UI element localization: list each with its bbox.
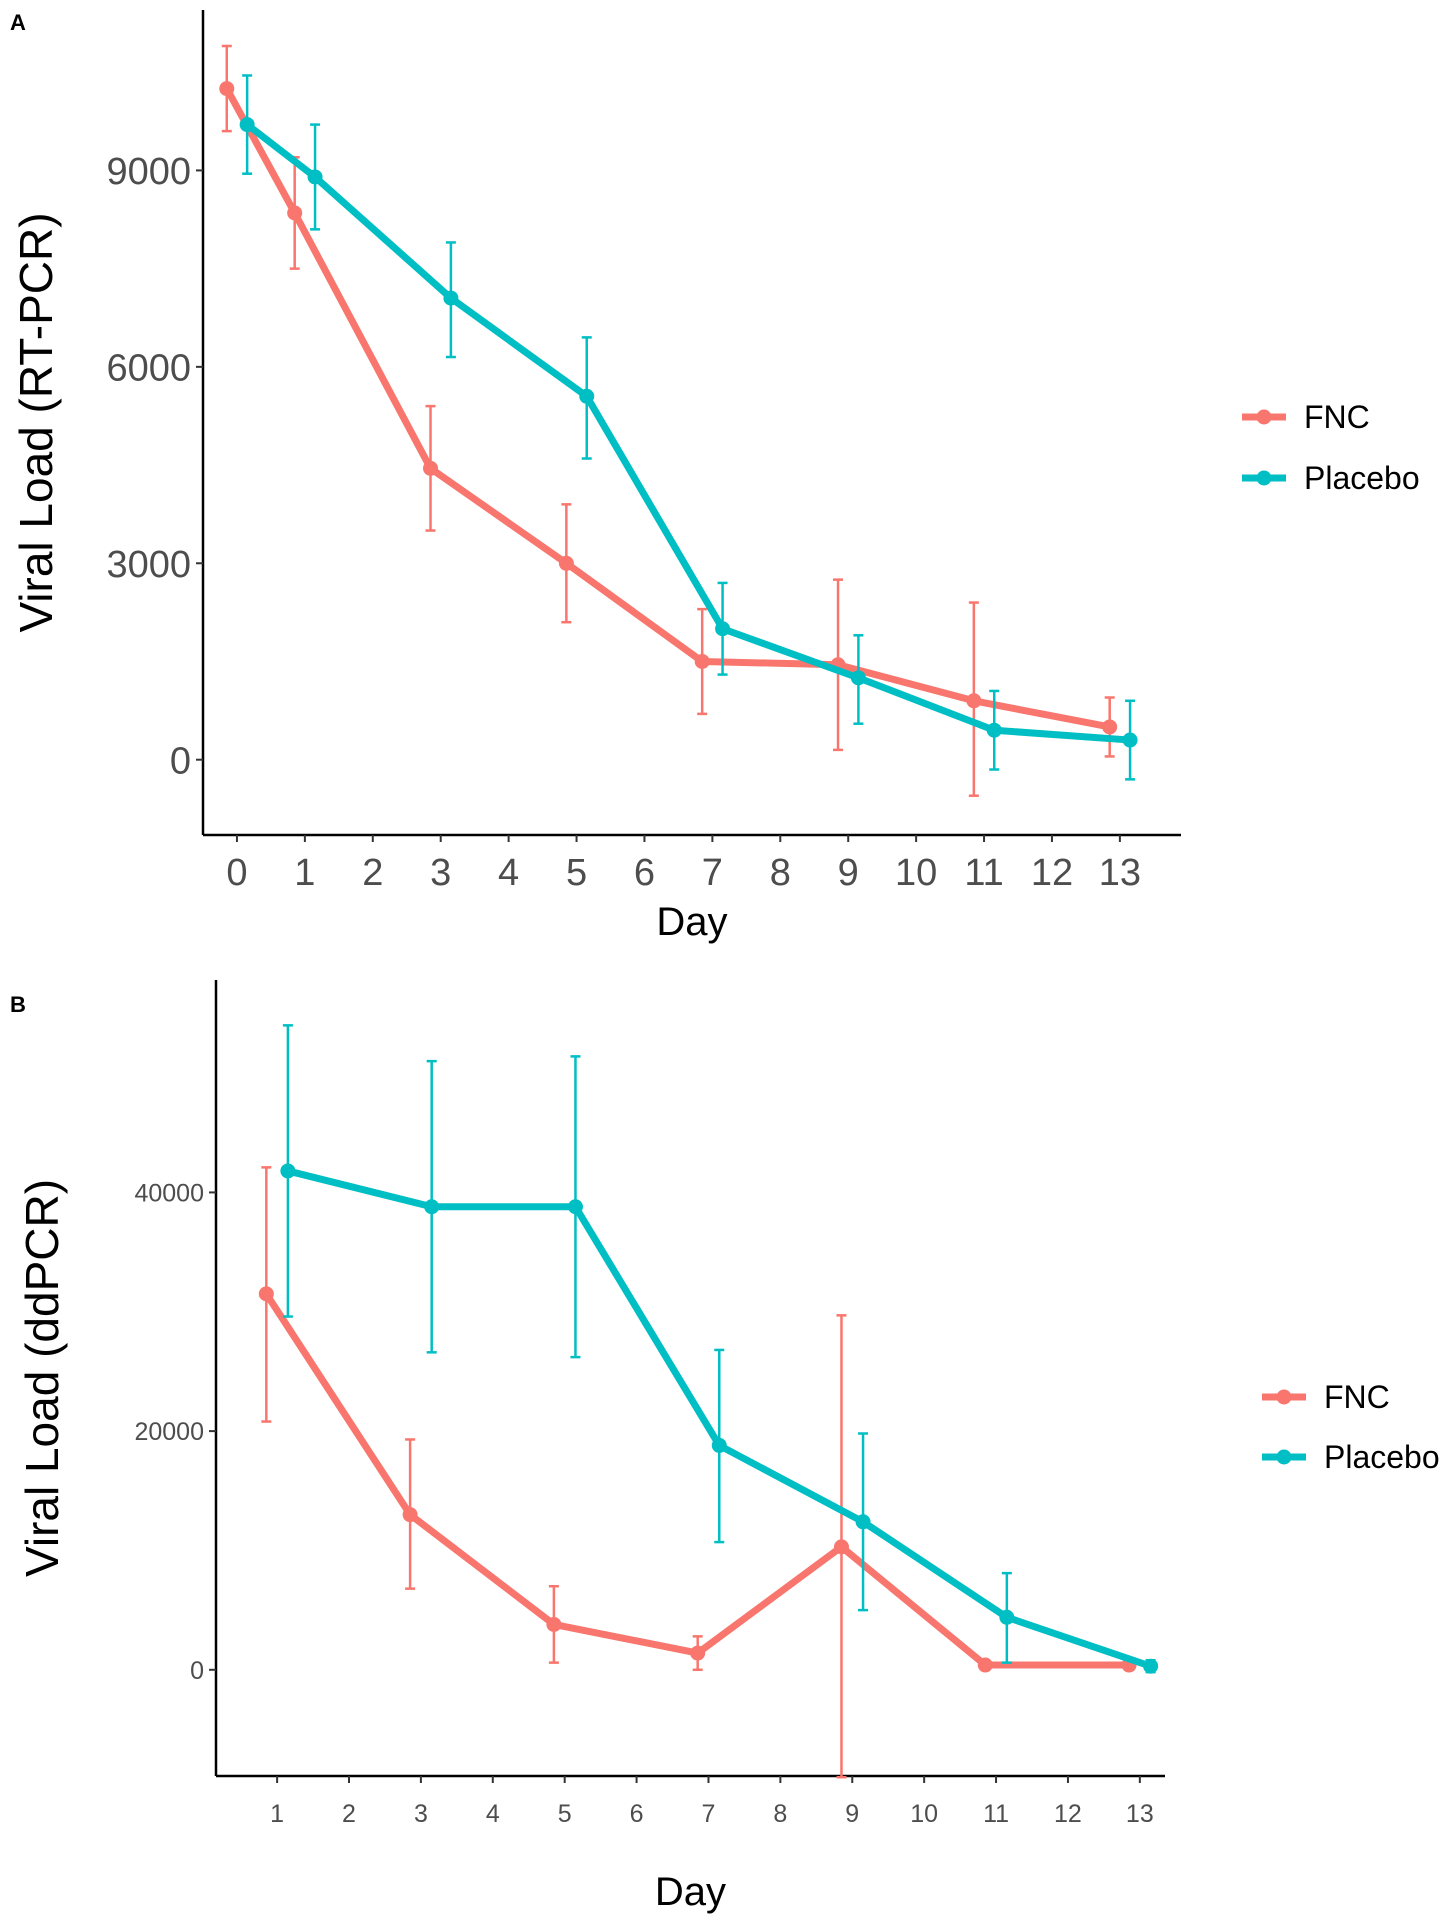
data-point — [1122, 732, 1138, 748]
y-tick-label: 20000 — [134, 1418, 204, 1446]
x-tick-label: 5 — [558, 1800, 572, 1828]
data-point — [711, 1437, 727, 1453]
x-tick-label: 11 — [964, 852, 1003, 894]
data-point — [402, 1507, 418, 1523]
x-axis-title: Day — [655, 1870, 726, 1914]
y-axis-title: Viral Load (RT-PCR) — [10, 212, 62, 632]
data-point — [239, 117, 255, 133]
data-point — [558, 555, 574, 571]
series-placebo — [280, 1024, 1159, 1674]
legend-label: Placebo — [1324, 1439, 1440, 1475]
x-tick-label: 4 — [498, 852, 519, 894]
data-point — [833, 1539, 849, 1555]
x-tick-label: 9 — [838, 852, 859, 894]
data-point — [280, 1163, 296, 1179]
legend-label: FNC — [1324, 1379, 1390, 1415]
x-tick-label: 5 — [566, 852, 587, 894]
legend-item-placebo: Placebo — [1242, 460, 1420, 496]
data-point — [966, 693, 982, 709]
x-tick-label: 0 — [226, 852, 247, 894]
data-point — [850, 670, 866, 686]
data-point — [443, 290, 459, 306]
y-tick-label: 0 — [170, 740, 191, 782]
data-point — [715, 621, 731, 637]
series-line — [245, 121, 1131, 744]
data-point — [855, 1514, 871, 1530]
x-tick-label: 7 — [702, 852, 723, 894]
x-tick-label: 3 — [430, 852, 451, 894]
x-tick-label: 11 — [983, 1800, 1009, 1828]
x-tick-label: 1 — [294, 852, 315, 894]
data-point — [258, 1286, 274, 1302]
x-tick-label: 13 — [1126, 1800, 1154, 1828]
x-tick-label: 7 — [702, 1800, 716, 1828]
y-tick-label: 6000 — [106, 348, 191, 390]
data-point — [1143, 1658, 1159, 1674]
data-point — [219, 81, 235, 97]
data-point — [999, 1609, 1015, 1625]
x-tick-label: 8 — [770, 852, 791, 894]
legend-item-fnc: FNC — [1262, 1379, 1390, 1415]
legend-item-fnc: FNC — [1242, 399, 1370, 435]
x-tick-label: 10 — [895, 852, 937, 894]
series-line — [223, 86, 1111, 731]
data-point — [977, 1657, 993, 1673]
legend-key-point — [1276, 1449, 1292, 1465]
y-tick-label: 9000 — [106, 151, 191, 193]
x-tick-label: 2 — [362, 852, 383, 894]
series-fnc — [219, 44, 1118, 797]
data-point — [579, 388, 595, 404]
x-tick-label: 6 — [630, 1800, 644, 1828]
y-tick-label: 3000 — [106, 544, 191, 586]
x-tick-label: 3 — [414, 1800, 428, 1828]
legend-label: Placebo — [1304, 460, 1420, 496]
panel-label: A — [10, 10, 26, 35]
series-placebo — [239, 74, 1138, 781]
y-tick-label: 40000 — [134, 1179, 204, 1207]
legend-key-point — [1256, 470, 1272, 486]
data-point — [546, 1616, 562, 1632]
x-tick-label: 2 — [342, 1800, 356, 1828]
y-axis-title: Viral Load (ddPCR) — [16, 1179, 68, 1577]
y-tick-label: 0 — [190, 1657, 204, 1685]
data-point — [567, 1199, 583, 1215]
series-fnc — [258, 1166, 1137, 1779]
x-tick-label: 4 — [486, 1800, 500, 1828]
x-tick-label: 1 — [270, 1800, 284, 1828]
data-point — [986, 722, 1002, 738]
x-tick-label: 13 — [1099, 852, 1141, 894]
data-point — [424, 1199, 440, 1215]
x-tick-label: 10 — [910, 1800, 938, 1828]
data-point — [423, 460, 439, 476]
data-point — [694, 653, 710, 669]
legend-label: FNC — [1304, 399, 1370, 435]
x-tick-label: 12 — [1054, 1800, 1082, 1828]
x-tick-label: 8 — [773, 1800, 787, 1828]
data-point — [690, 1645, 706, 1661]
panel-label: B — [10, 992, 26, 1017]
data-point — [1102, 719, 1118, 735]
x-tick-label: 9 — [845, 1800, 859, 1828]
x-axis-title: Day — [656, 900, 727, 944]
legend-key-point — [1256, 409, 1272, 425]
x-tick-label: 6 — [634, 852, 655, 894]
x-tick-label: 12 — [1031, 852, 1073, 894]
legend-key-point — [1276, 1389, 1292, 1405]
data-point — [307, 169, 323, 185]
legend-item-placebo: Placebo — [1262, 1439, 1440, 1475]
data-point — [287, 205, 303, 221]
